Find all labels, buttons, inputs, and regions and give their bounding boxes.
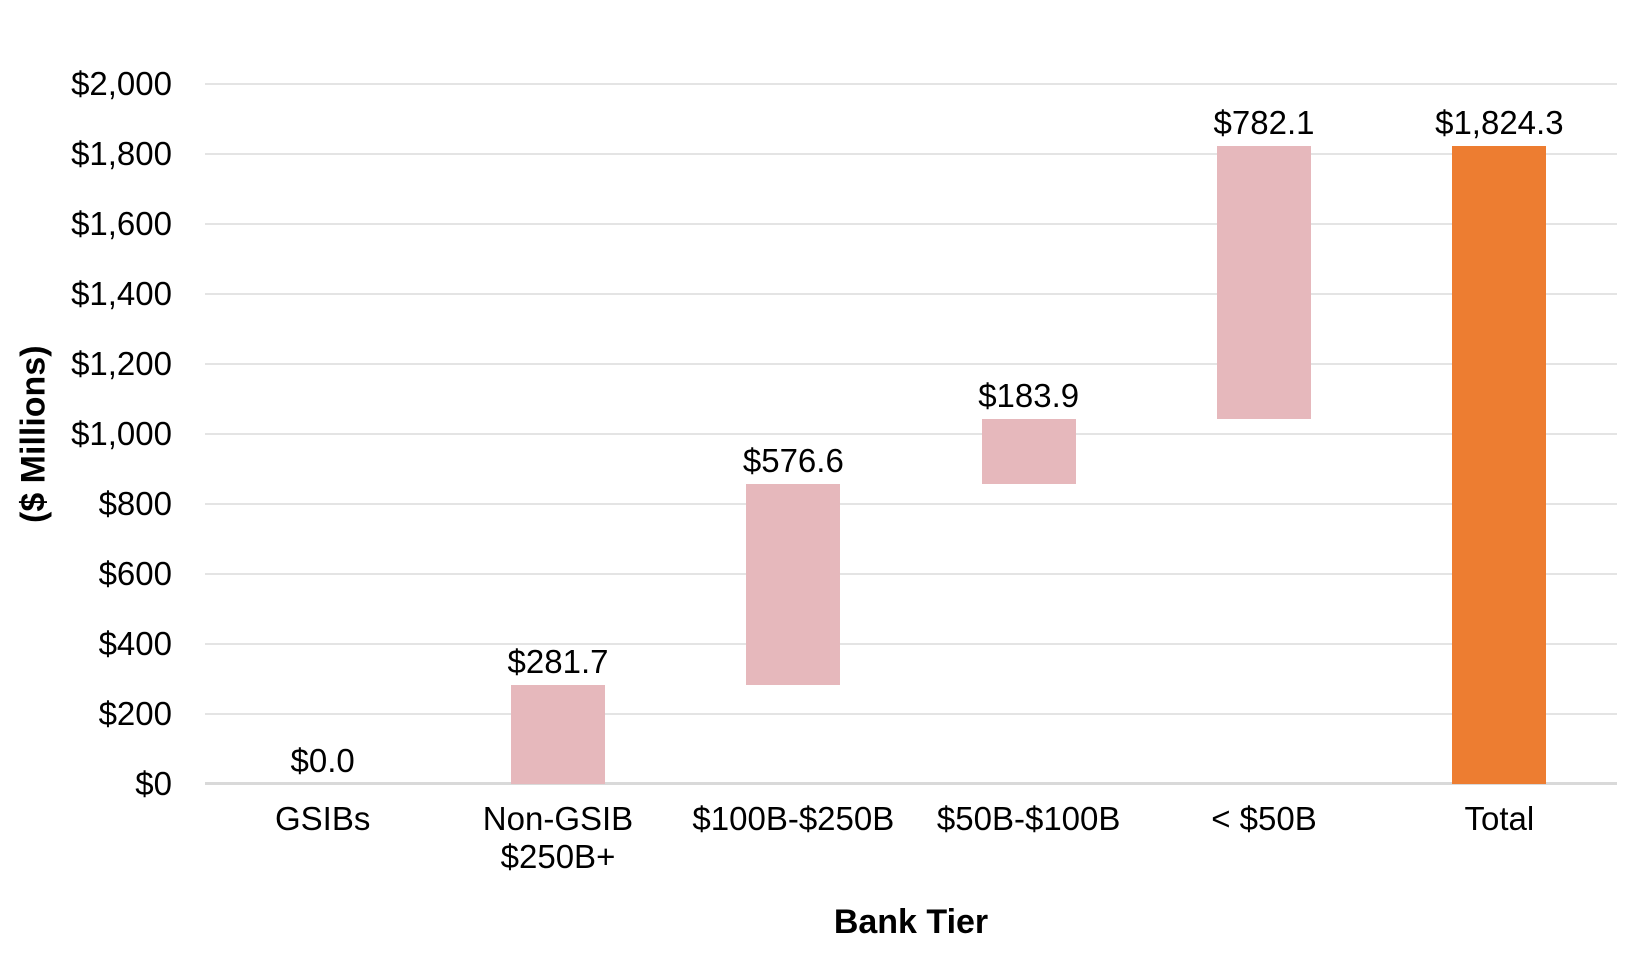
x-category-label-50b-100b: $50B-$100B: [936, 800, 1121, 837]
x-category-label-50b: < $50B: [1211, 800, 1317, 837]
y-tick-label-2-000: $2,000: [71, 65, 172, 102]
y-tick-label-0: $0: [135, 765, 172, 802]
plot-area: $0.0 $281.7 $576.6 $183.9 $782.1 $1,824.3: [205, 83, 1617, 785]
waterfall-bar-50b-100b: [981, 419, 1076, 484]
data-label-gsibs: $0.0: [290, 742, 355, 779]
x-axis-line: [205, 782, 1617, 785]
x-category-label-total: Total: [1464, 800, 1535, 837]
gridline-400: [205, 643, 1617, 645]
y-axis-tick-labels: $0 $200 $400 $600 $800 $1,000 $1,200 $1,400 $1,6…: [0, 66, 172, 802]
total-bar-total: [1452, 145, 1547, 784]
y-tick-label-1-400: $1,400: [71, 275, 172, 312]
x-axis-category-labels: GSIBs Non-GSIB $250B+ $100B-$250B $50B-$100…: [205, 800, 1617, 890]
y-tick-label-400: $400: [98, 625, 172, 662]
data-label-non-gsib-250b: $281.7: [507, 643, 609, 681]
y-tick-label-1-000: $1,000: [71, 415, 172, 452]
y-tick-label-1-600: $1,600: [71, 205, 172, 242]
x-category-label-gsibs: GSIBs: [274, 800, 371, 837]
y-tick-label-600: $600: [98, 555, 172, 592]
waterfall-bar-50b: [1217, 145, 1311, 420]
x-axis-title: Bank Tier: [833, 903, 989, 941]
data-label-100b-250b: $576.6: [742, 441, 844, 479]
waterfall-bar-non-gsib-250b: [511, 685, 605, 784]
data-label-total: $1,824.3: [1435, 103, 1564, 141]
data-label-50b: $782.1: [1213, 103, 1315, 141]
gridline-1-000: [205, 433, 1617, 435]
y-tick-label-1-200: $1,200: [71, 345, 172, 382]
gridline-800: [205, 503, 1617, 505]
gridline-200: [205, 713, 1617, 715]
x-category-label-100b-250b: $100B-$250B: [692, 800, 895, 837]
y-tick-label-800: $800: [98, 485, 172, 522]
gridline-2-000: [205, 83, 1617, 85]
gridline-1-800: [205, 153, 1617, 155]
gridline-1-600: [205, 223, 1617, 225]
gridline-1-200: [205, 363, 1617, 365]
waterfall-bar-100b-250b: [746, 483, 841, 686]
y-tick-label-1-800: $1,800: [71, 135, 172, 172]
gridline-1-400: [205, 293, 1617, 295]
data-label-50b-100b: $183.9: [978, 377, 1080, 415]
gridline-600: [205, 573, 1617, 575]
y-tick-label-200: $200: [98, 695, 172, 732]
x-category-label-non-gsib-250b: Non-GSIB $250B+: [482, 800, 634, 875]
